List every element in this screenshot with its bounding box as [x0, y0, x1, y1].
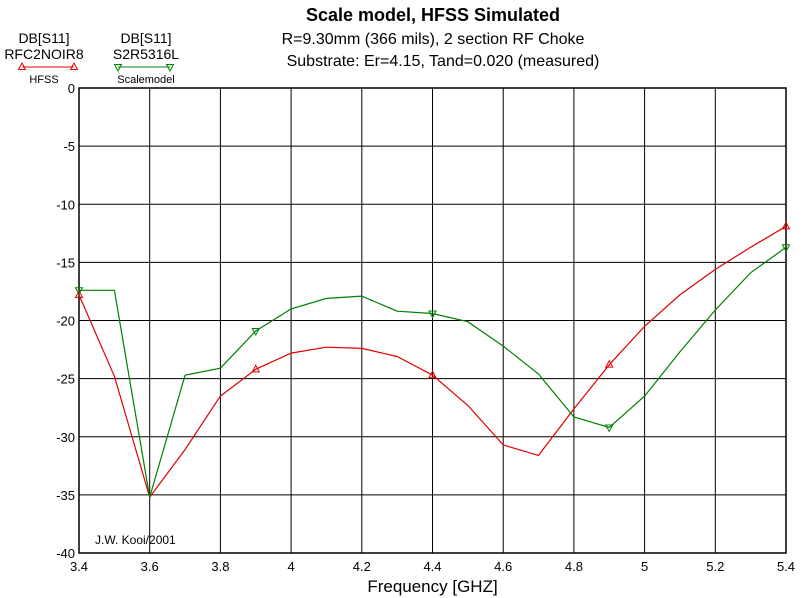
- legend-hfss-swatch: [17, 62, 79, 70]
- series-line-hfss: [78, 225, 787, 499]
- x-tick-label: 4.4: [423, 559, 441, 574]
- series-marker-scalemodel: [781, 244, 791, 253]
- series-marker-scalemodel: [604, 424, 614, 433]
- plot-frame: [78, 87, 787, 554]
- y-tick-label: -35: [56, 488, 75, 503]
- legend-scalemodel-marker-left: [113, 64, 123, 72]
- legend-hfss-line1: DB[S11]: [18, 30, 70, 46]
- y-tick-label: 0: [68, 81, 75, 96]
- series-marker-hfss: [428, 370, 437, 379]
- series-marker-scalemodel: [428, 310, 437, 319]
- x-tick-label: 3.4: [70, 559, 88, 574]
- x-tick-label: 4.2: [353, 559, 371, 574]
- x-tick-label: 4: [287, 559, 294, 574]
- x-axis-label: Frequency [GHZ]: [367, 577, 497, 596]
- legend-scalemodel-line2: S2R5316L: [112, 46, 180, 62]
- legend-scalemodel-line1: DB[S11]: [120, 30, 172, 46]
- x-tick-label: 3.8: [211, 559, 229, 574]
- y-tick-label: -20: [56, 314, 75, 329]
- legend-hfss-name: HFSS: [29, 74, 59, 86]
- y-tick-label: -15: [56, 255, 75, 270]
- y-tick-label: -25: [56, 372, 75, 387]
- chart-title: Scale model, HFSS Simulated: [306, 5, 560, 25]
- legend-hfss-marker-right: [69, 62, 79, 70]
- legend-scalemodel-marker-right: [165, 64, 175, 72]
- x-tick-label: 5: [641, 559, 648, 574]
- series-marker-scalemodel: [74, 287, 84, 296]
- series-marker-hfss: [604, 359, 614, 368]
- y-tick-label: -40: [56, 546, 75, 561]
- y-tick-label: -5: [63, 139, 75, 154]
- series-marker-scalemodel: [251, 327, 261, 337]
- x-tick-label: 5.2: [706, 559, 724, 574]
- series-marker-hfss: [781, 221, 791, 230]
- y-tick-label: -10: [56, 197, 75, 212]
- x-tick-label: 3.6: [141, 559, 159, 574]
- x-tick-label: 4.6: [494, 559, 512, 574]
- x-tick-label: 4.8: [565, 559, 583, 574]
- legend-entry-scalemodel: DB[S11] S2R5316L Scalemodel: [100, 30, 192, 88]
- legend-entry-hfss: DB[S11] RFC2NOIR8 HFSS: [2, 30, 86, 88]
- series-line-scalemodel: [79, 246, 787, 498]
- legend-scalemodel-swatch: [113, 64, 175, 72]
- chart-annotation: J.W. Kooi/2001: [95, 533, 176, 547]
- x-tick-label: 5.4: [777, 559, 795, 574]
- chart-subtitle-2: Substrate: Er=4.15, Tand=0.020 (measured…: [287, 53, 600, 70]
- legend-hfss-marker-left: [17, 62, 27, 70]
- legend-hfss-line2: RFC2NOIR8: [4, 46, 84, 62]
- series-marker-hfss: [251, 364, 261, 373]
- series-marker-hfss: [74, 289, 84, 298]
- chart-subtitle-1: R=9.30mm (366 mils), 2 section RF Choke: [282, 31, 585, 48]
- y-tick-label: -30: [56, 430, 75, 445]
- legend-scalemodel-name: Scalemodel: [117, 74, 175, 86]
